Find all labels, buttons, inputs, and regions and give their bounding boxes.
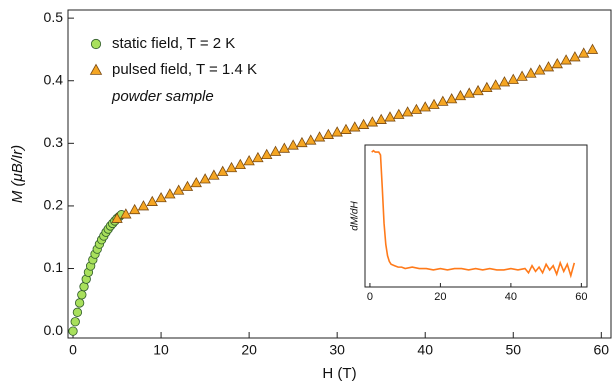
data-point <box>454 89 467 101</box>
data-point <box>445 93 458 104</box>
data-point <box>313 131 326 142</box>
x-tick-label: 20 <box>434 291 446 303</box>
data-point <box>384 111 396 122</box>
data-point <box>208 169 220 180</box>
legend-label: static field, T = 2 K <box>112 35 235 52</box>
plot-frame <box>364 144 588 288</box>
data-point <box>419 101 431 112</box>
x-tick-label: 0 <box>69 341 77 357</box>
data-point <box>340 123 352 134</box>
x-tick-label: 30 <box>329 341 345 357</box>
data-point <box>401 106 414 117</box>
annotation: powder sample <box>111 88 214 105</box>
data-point <box>225 161 238 173</box>
x-tick-label: 0 <box>367 291 373 303</box>
data-point <box>542 61 555 72</box>
data-point <box>155 191 167 203</box>
data-line <box>371 149 576 279</box>
data-point <box>578 47 590 58</box>
data-point <box>172 184 185 195</box>
data-point <box>128 203 141 215</box>
data-point <box>366 116 379 127</box>
data-point <box>74 298 85 308</box>
legend-marker <box>90 38 102 50</box>
y-tick-label: 0.3 <box>44 134 64 150</box>
data-point <box>357 118 370 129</box>
x-tick-label: 20 <box>241 341 257 357</box>
data-point <box>137 200 150 211</box>
data-point <box>77 290 87 300</box>
y-tick-label: 0.4 <box>44 71 64 87</box>
legend-marker <box>89 63 103 75</box>
x-tick-label: 40 <box>505 291 517 303</box>
data-point <box>349 121 361 132</box>
data-point <box>305 134 317 145</box>
data-point <box>72 307 83 317</box>
data-point <box>261 148 273 159</box>
data-point <box>437 95 449 106</box>
data-point <box>190 176 202 188</box>
x-tick-label: 40 <box>417 341 433 357</box>
data-point <box>525 67 537 78</box>
y-tick-label: 0.0 <box>44 322 64 338</box>
x-tick-label: 50 <box>505 341 521 357</box>
legend-label: pulsed field, T = 1.4 K <box>112 61 257 78</box>
data-point <box>252 151 264 163</box>
data-point <box>428 98 440 109</box>
data-point <box>586 43 599 54</box>
data-point <box>410 103 423 114</box>
data-point <box>146 195 158 206</box>
data-point <box>322 128 335 139</box>
y-axis-label: M (μB/Ir) <box>9 145 26 203</box>
data-point <box>489 79 502 90</box>
x-axis-label: H (T) <box>322 365 356 382</box>
data-point <box>296 136 308 148</box>
data-point <box>217 165 229 176</box>
data-point <box>516 70 528 81</box>
data-point <box>120 208 132 219</box>
y-tick-label: 0.5 <box>44 9 64 25</box>
data-point <box>70 317 80 327</box>
y-axis-label: dM/dH <box>350 200 361 230</box>
x-tick-label: 10 <box>153 341 169 357</box>
data-point <box>393 108 405 119</box>
data-point <box>287 139 299 150</box>
data-point <box>243 155 255 166</box>
data-point <box>199 173 211 184</box>
data-point <box>278 142 291 153</box>
data-point <box>375 113 387 124</box>
y-tick-label: 0.2 <box>44 197 64 213</box>
data-point <box>481 81 493 93</box>
data-point <box>534 64 546 75</box>
data-point <box>68 326 78 336</box>
x-tick-label: 60 <box>594 341 610 357</box>
data-point <box>269 145 282 156</box>
data-point <box>234 158 246 170</box>
data-point <box>569 51 581 62</box>
data-point <box>181 180 194 191</box>
data-point <box>472 84 484 96</box>
data-point <box>331 126 343 137</box>
data-point <box>463 87 475 98</box>
data-point <box>111 212 123 223</box>
x-tick-label: 60 <box>575 291 587 303</box>
data-point <box>507 73 519 84</box>
y-tick-label: 0.1 <box>44 259 64 275</box>
data-point <box>551 58 563 69</box>
data-point <box>560 54 572 65</box>
data-point <box>498 76 511 87</box>
data-point <box>164 188 176 199</box>
